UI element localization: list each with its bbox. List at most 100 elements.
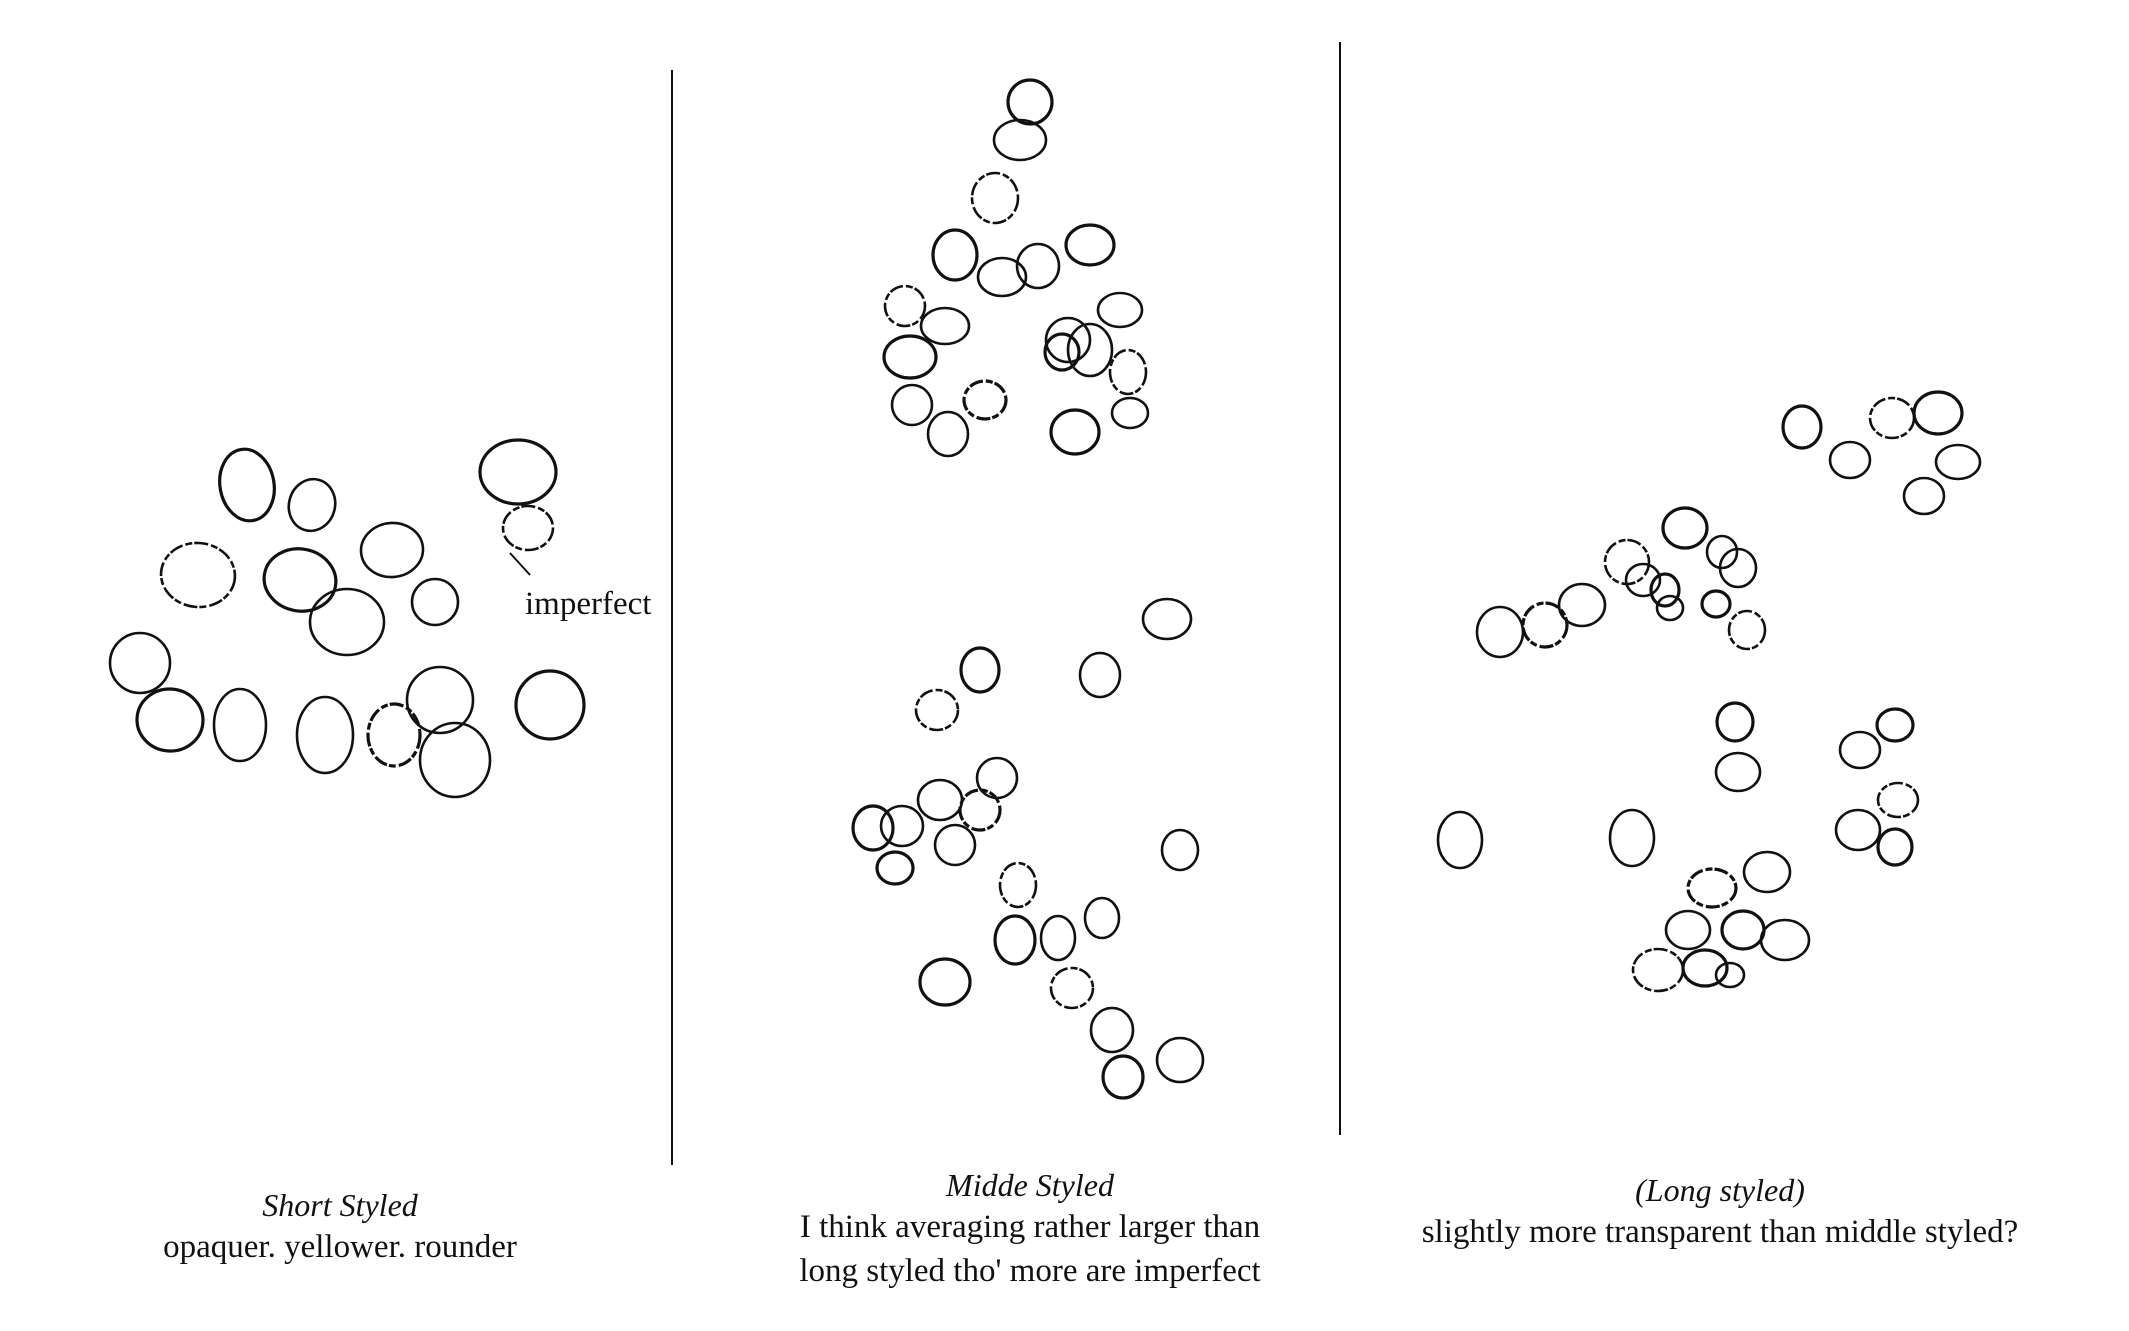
pollen-grain-outline: [883, 284, 927, 328]
pollen-grain-outline: [418, 721, 492, 799]
pollen-grain-outline: [1160, 828, 1200, 872]
pollen-grain-outline: [1868, 396, 1916, 440]
pollen-grain-outline: [108, 631, 172, 695]
pollen-grain-outline: [1720, 909, 1766, 951]
pollen-grain-outline: [1705, 534, 1739, 570]
pollen-grain-outline: [1834, 808, 1882, 852]
pollen-grain-outline: [410, 577, 460, 627]
pollen-grains-short-styled: [108, 438, 586, 799]
pollen-grain-outline: [501, 504, 555, 552]
caption-desc-short: opaquer. yellower. rounder: [163, 1229, 517, 1265]
pollen-grain-outline: [918, 957, 972, 1007]
pollen-grain-outline: [1110, 396, 1150, 430]
pollen-grain-outline: [1043, 332, 1081, 372]
pollen-grain-outline: [1101, 1054, 1145, 1100]
pollen-grain-outline: [1066, 322, 1114, 378]
pollen-grain-outline: [295, 695, 355, 775]
caption-title-short: Short Styled: [262, 1187, 418, 1223]
pollen-grain-outline: [1557, 582, 1607, 628]
pollen-grain-outline: [1655, 594, 1685, 622]
caption-desc-long: slightly more transparent than middle st…: [1421, 1214, 2019, 1250]
pollen-grain-outline: [514, 669, 586, 741]
pollen-grain-outline: [1049, 966, 1095, 1010]
pollen-grain-outline: [1044, 316, 1092, 364]
pollen-grain-outline: [975, 756, 1019, 800]
pollen-grain-outline: [1838, 730, 1882, 770]
caption-desc-middle-line1: I think averaging rather larger than: [799, 1209, 1261, 1245]
pollen-grain-outline: [1876, 781, 1920, 819]
pollen-grain-outline: [890, 383, 934, 427]
pollen-grain-outline: [1155, 1036, 1205, 1084]
pollen-grain-outline: [1781, 404, 1823, 450]
pollen-grain-outline: [959, 646, 1001, 694]
pollen-grain-outline: [1608, 808, 1656, 868]
pollen-grain-outline: [1436, 810, 1484, 870]
pollen-grain-outline: [1049, 408, 1101, 456]
pollen-grain-outline: [933, 823, 977, 867]
imperfect-annotation-label: imperfect: [525, 586, 652, 622]
pollen-grain-outline: [1715, 701, 1755, 743]
pollen-grain-outline: [1828, 440, 1872, 480]
pollen-grain-outline: [1742, 850, 1792, 894]
pollen-grain-outline: [478, 438, 558, 506]
pollen-grain-outline: [1759, 918, 1811, 962]
pollen-grain-outline: [962, 379, 1008, 421]
pollen-grain-outline: [1714, 751, 1762, 793]
pollen-grain-outline: [1681, 948, 1729, 988]
pollen-grain-outline: [1700, 589, 1732, 619]
pollen-grain-outline: [262, 547, 338, 613]
caption-short-styled: Short Styled opaquer. yellower. rounder: [80, 1185, 600, 1269]
pollen-grain-outline: [976, 256, 1028, 298]
pollen-grain-outline: [366, 702, 422, 768]
pollen-grain-outline: [159, 541, 237, 609]
pollen-grain-outline: [1727, 609, 1767, 651]
pollen-grain-outline: [970, 171, 1020, 225]
pollen-grain-outline: [1912, 390, 1964, 436]
pollen-grain-outline: [1521, 601, 1569, 649]
pollen-grain-outline: [1902, 476, 1946, 516]
pollen-grain-outline: [958, 788, 1002, 832]
pollen-grain-outline: [916, 778, 964, 822]
pollen-grain-outline: [998, 861, 1038, 909]
pollen-grain-outline: [1078, 651, 1122, 699]
pollen-grain-outline: [287, 477, 337, 533]
pollen-grain-outline: [882, 334, 938, 380]
pollen-grain-outline: [1875, 707, 1915, 743]
pollen-grain-outline: [1649, 572, 1681, 608]
caption-long-styled: (Long styled) slightly more transparent …: [1360, 1170, 2080, 1254]
pollen-grain-outline: [1083, 896, 1121, 940]
pollen-grain-outline: [1015, 242, 1061, 290]
pollen-grain-outline: [1039, 914, 1077, 962]
pollen-grain-outline: [1686, 867, 1738, 909]
pollen-grain-outline: [135, 687, 205, 753]
pollen-grains-long-styled: [1436, 390, 1982, 993]
pollen-grain-outline: [1108, 348, 1148, 396]
pollen-grain-outline: [1475, 605, 1525, 659]
imperfect-pointer-line: [509, 552, 531, 576]
pollen-grain-outline: [1141, 597, 1193, 641]
pollen-grain-outline: [1934, 443, 1982, 481]
pollen-grain-outline: [1664, 909, 1712, 951]
caption-middle-styled: Midde Styled I think averaging rather la…: [720, 1165, 1340, 1293]
caption-desc-middle-line2: long styled tho' more are imperfect: [799, 1253, 1261, 1289]
caption-title-middle: Midde Styled: [946, 1167, 1114, 1203]
pollen-grain-outline: [1661, 506, 1709, 550]
pollen-grain-outline: [1006, 78, 1054, 126]
pollen-grain-outline: [359, 521, 425, 579]
pollen-grain-outline: [1876, 827, 1914, 867]
pollen-grain-outline: [405, 665, 475, 735]
pollen-grains-middle-styled: [851, 78, 1205, 1100]
pollen-grain-outline: [218, 447, 276, 523]
pollen-grain-outline: [875, 850, 915, 886]
pollen-grain-outline: [879, 804, 925, 848]
pollen-grain-outline: [931, 228, 979, 282]
pollen-grain-outline: [992, 118, 1048, 162]
pollen-grain-outline: [914, 688, 960, 732]
pollen-grain-outline: [1096, 291, 1144, 329]
pollen-grain-outline: [1714, 961, 1746, 989]
pollen-grain-outline: [919, 306, 971, 346]
pollen-grain-outline: [926, 410, 970, 458]
pollen-grain-outline: [851, 804, 895, 852]
pollen-grain-outline: [1089, 1006, 1135, 1054]
